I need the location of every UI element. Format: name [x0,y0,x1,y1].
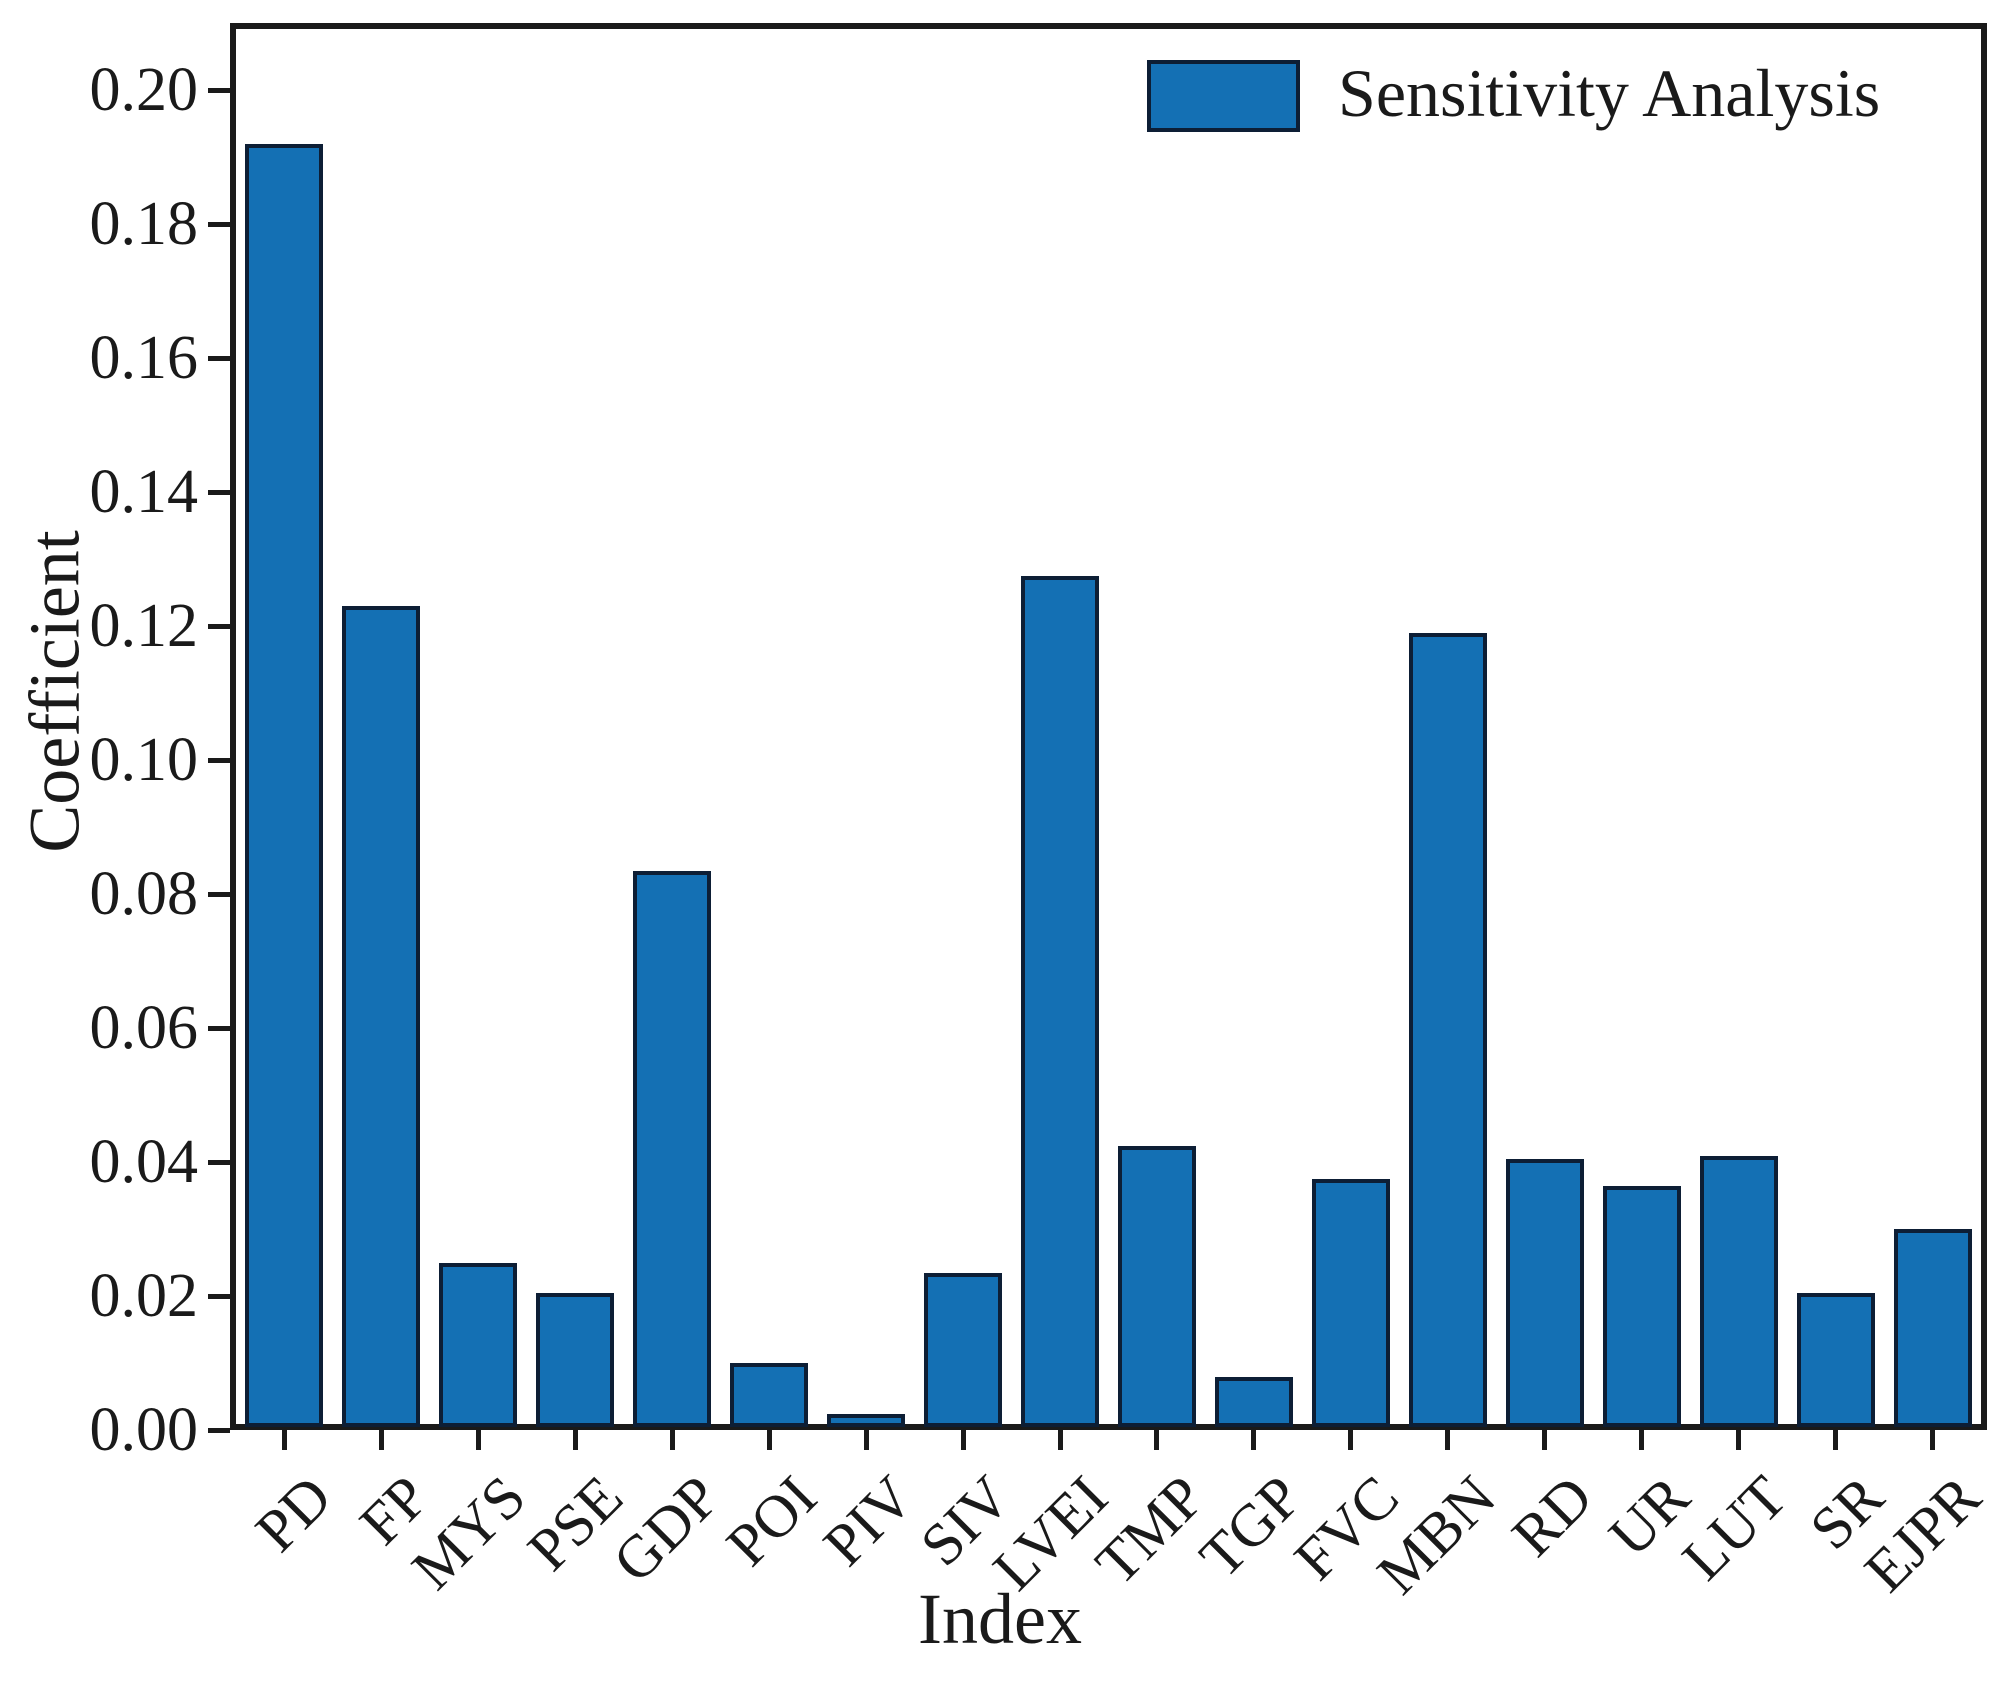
bar-TGP [1215,1377,1293,1427]
x-tick-mark [1639,1430,1645,1450]
x-tick-mark [1154,1430,1160,1450]
x-tick-mark [378,1430,384,1450]
y-tick-mark [208,1293,230,1299]
x-tick-mark [669,1430,675,1450]
y-tick-mark [208,891,230,897]
bar-LVEI [1021,576,1099,1427]
bar-TMP [1118,1146,1196,1427]
bar-SR [1797,1293,1875,1427]
y-tick-mark [208,1159,230,1165]
y-tick-mark [208,489,230,495]
x-tick-mark [960,1430,966,1450]
x-tick-mark [572,1430,578,1450]
bar-PD [245,144,323,1427]
x-tick-mark [1833,1430,1839,1450]
y-tick-label: 0.02 [89,1262,199,1330]
y-tick-label: 0.20 [89,56,199,124]
x-tick-mark [1736,1430,1742,1450]
x-tick-mark [1057,1430,1063,1450]
x-axis-title: Index [918,1579,1082,1659]
y-tick-label: 0.14 [89,458,199,526]
bar-LUT [1700,1156,1778,1427]
y-tick-label: 0.00 [89,1396,199,1464]
bar-FP [342,606,420,1427]
y-tick-label: 0.06 [89,994,199,1062]
x-tick-mark [475,1430,481,1450]
x-tick-mark [863,1430,869,1450]
bar-GDP [633,871,711,1427]
bar-PSE [536,1293,614,1427]
bar-MYS [439,1263,517,1427]
y-tick-mark [208,1025,230,1031]
bar-EJPR [1894,1229,1972,1427]
plot-area [230,23,1987,1430]
bar-RD [1506,1159,1584,1427]
x-tick-mark [1930,1430,1936,1450]
y-tick-mark [208,87,230,93]
x-tick-mark [281,1430,287,1450]
y-tick-label: 0.12 [89,592,199,660]
y-tick-mark [208,623,230,629]
bar-PIV [827,1414,905,1427]
bar-MBN [1409,633,1487,1427]
bar-POI [730,1363,808,1427]
y-tick-label: 0.16 [89,324,199,392]
bar-UR [1603,1186,1681,1427]
y-tick-label: 0.04 [89,1128,199,1196]
y-tick-mark [208,355,230,361]
x-tick-mark [1542,1430,1548,1450]
x-tick-mark [1445,1430,1451,1450]
y-tick-label: 0.10 [89,726,199,794]
y-tick-label: 0.18 [89,190,199,258]
bar-FVC [1312,1179,1390,1427]
y-tick-label: 0.08 [89,860,199,928]
legend-series-label: Sensitivity Analysis [1338,55,1881,131]
legend-color-swatch [1147,59,1300,132]
x-tick-mark [766,1430,772,1450]
y-tick-mark [208,757,230,763]
x-tick-mark [1348,1430,1354,1450]
bar-SIV [924,1273,1002,1427]
y-tick-mark [208,221,230,227]
y-tick-mark [208,1427,230,1433]
legend: Sensitivity Analysis [1147,52,1880,134]
x-tick-mark [1251,1430,1257,1450]
